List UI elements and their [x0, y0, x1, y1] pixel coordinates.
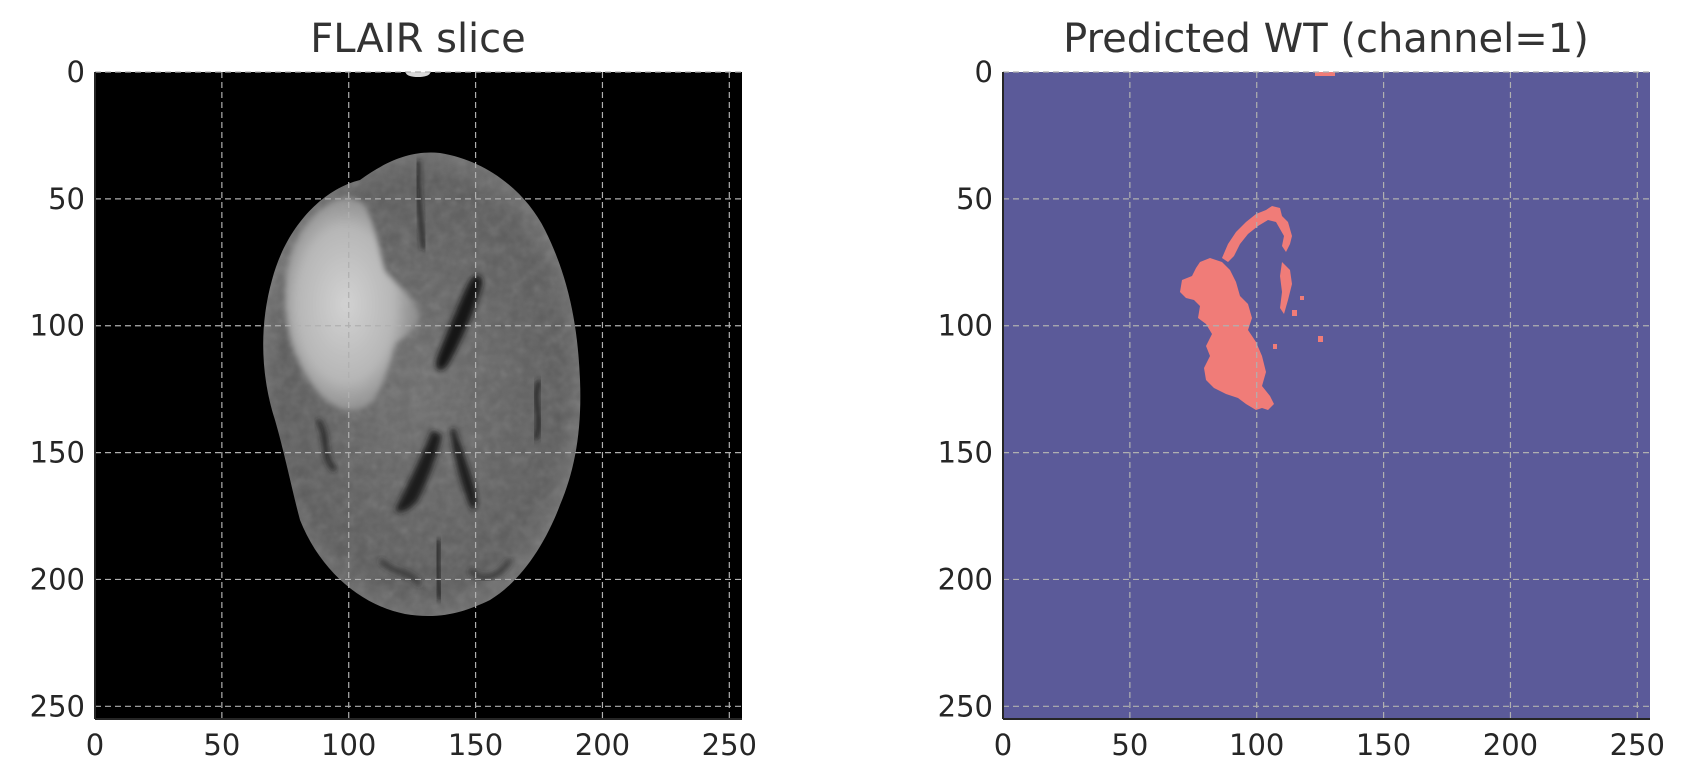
flair-panel-title: FLAIR slice	[310, 16, 526, 62]
y-tick-label: 200	[30, 562, 85, 596]
x-tick-label: 200	[1483, 728, 1538, 762]
y-tick-label: 50	[48, 182, 85, 216]
y-tick-label: 250	[30, 689, 85, 723]
y-tick-label: 150	[938, 436, 993, 470]
tumor-mask-region	[1180, 258, 1274, 410]
x-tick-label: 0	[994, 728, 1012, 762]
prediction-x-ticks: 0 50 100 150 200 250	[994, 728, 1665, 762]
x-tick-label: 250	[1610, 728, 1665, 762]
tumor-mask-fragment	[1315, 72, 1335, 76]
lesion-hyperintensity	[284, 197, 420, 411]
x-tick-label: 50	[1111, 728, 1148, 762]
y-tick-label: 100	[938, 309, 993, 343]
prediction-panel-title: Predicted WT (channel=1)	[1063, 16, 1589, 62]
tumor-mask-fragment	[1318, 336, 1323, 342]
tumor-mask-fragment	[1300, 296, 1304, 300]
x-tick-label: 150	[1356, 728, 1411, 762]
flair-y-ticks: 0 50 100 150 200 250	[30, 55, 85, 723]
x-tick-label: 0	[86, 728, 104, 762]
ventricle	[435, 275, 483, 371]
y-tick-label: 100	[30, 309, 85, 343]
flair-image	[95, 72, 742, 719]
x-tick-label: 200	[575, 728, 630, 762]
y-tick-label: 0	[67, 55, 85, 89]
flair-gridlines	[94, 71, 742, 719]
x-tick-label: 100	[321, 728, 376, 762]
x-tick-label: 50	[203, 728, 240, 762]
x-tick-label: 100	[1229, 728, 1284, 762]
prediction-mask-image	[1003, 72, 1650, 719]
y-tick-label: 0	[975, 55, 993, 89]
y-tick-label: 150	[30, 436, 85, 470]
tumor-mask-strand	[1222, 206, 1292, 262]
y-tick-label: 250	[938, 689, 993, 723]
tumor-mask-fragment	[1273, 344, 1277, 349]
flair-x-ticks: 0 50 100 150 200 250	[86, 728, 757, 762]
tumor-mask-fragment	[1280, 262, 1292, 314]
y-tick-label: 50	[956, 182, 993, 216]
prediction-panel: Predicted WT (channel=1) 0 50 100 150 200 250…	[938, 16, 1665, 762]
tumor-mask-fragment	[1292, 310, 1297, 316]
x-tick-label: 150	[448, 728, 503, 762]
flair-panel: FLAIR slice 0 50 100 150 200 250	[30, 16, 757, 762]
y-tick-label: 200	[938, 562, 993, 596]
prediction-y-ticks: 0 50 100 150 200 250	[938, 55, 993, 723]
x-tick-label: 250	[702, 728, 757, 762]
